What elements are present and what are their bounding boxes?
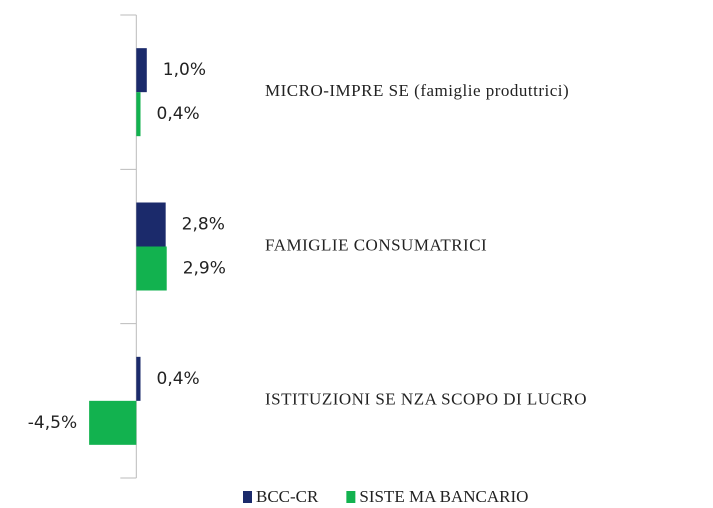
- bar: [136, 202, 166, 247]
- legend-swatch: [243, 491, 252, 503]
- value-label: 0,4%: [157, 104, 200, 124]
- category-label: FAMIGLIE CONSUMATRICI: [265, 235, 487, 254]
- value-label: 1,0%: [163, 60, 206, 80]
- bar: [136, 48, 147, 93]
- value-label: -4,5%: [28, 413, 77, 433]
- bar: [136, 246, 167, 291]
- category-label: ISTITUZIONI SE NZA SCOPO DI LUCRO: [265, 390, 587, 409]
- legend-label: BCC-CR: [256, 487, 319, 506]
- value-label: 2,8%: [182, 215, 225, 235]
- bar: [89, 400, 137, 445]
- legend-swatch: [346, 491, 356, 503]
- value-label: 0,4%: [157, 369, 200, 389]
- bar: [136, 92, 141, 137]
- category-label: MICRO-IMPRE SE (famiglie produttrici): [265, 81, 569, 100]
- bar: [136, 356, 141, 401]
- legend-label: SISTE MA BANCARIO: [359, 487, 528, 506]
- value-label: 2,9%: [183, 259, 226, 279]
